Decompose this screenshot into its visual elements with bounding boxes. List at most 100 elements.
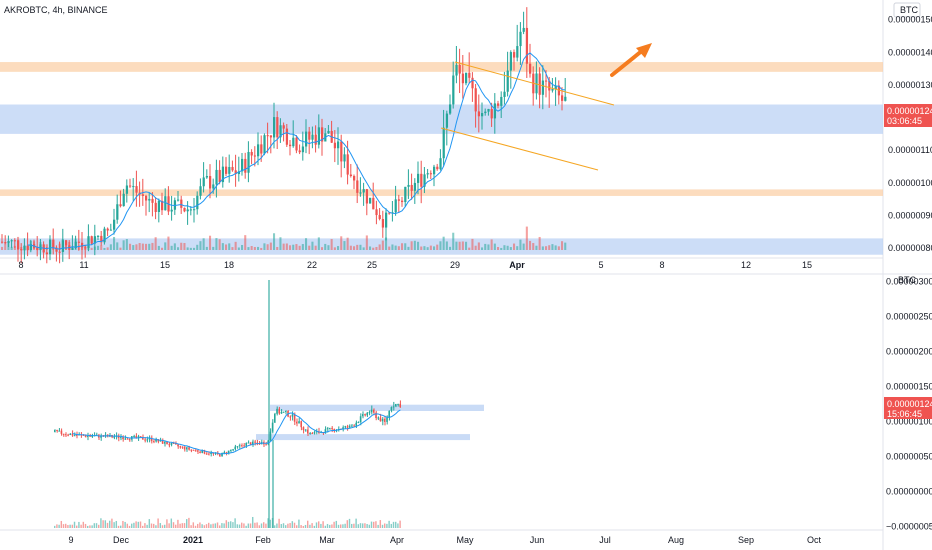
volume-bar (356, 244, 359, 250)
candle-body (291, 414, 294, 417)
volume-bar (351, 523, 353, 528)
volume-bar (516, 246, 519, 250)
candle-body (125, 185, 129, 194)
volume-bar (133, 522, 135, 528)
candle-body (212, 452, 214, 454)
volume-bar (256, 522, 258, 528)
candle-body (359, 416, 362, 423)
candle-body (295, 137, 298, 151)
volume-bar (375, 246, 378, 250)
volume-bar (148, 243, 151, 250)
volume-spike-bar (268, 280, 270, 528)
top-currency-badge[interactable]: BTC (893, 2, 921, 18)
candle-body (282, 411, 285, 413)
channel-upper-line[interactable] (454, 61, 615, 106)
candle-body (331, 427, 333, 429)
chart-title: AKROBTC, 4h, BINANCE (4, 5, 108, 15)
candle-body (353, 176, 356, 181)
volume-bar (302, 525, 305, 528)
volume-bar (333, 521, 335, 528)
candle-body (106, 228, 109, 231)
volume-bar (359, 523, 362, 528)
candle-body (202, 177, 205, 187)
candle-body (468, 72, 471, 78)
volume-bar (490, 239, 493, 250)
candle-body (465, 72, 468, 84)
candle-body (161, 200, 164, 211)
top-time-tick: 11 (79, 260, 88, 270)
support-zone (0, 104, 883, 134)
volume-bar (230, 521, 232, 528)
candle-body (522, 27, 525, 32)
volume-bar (321, 247, 324, 250)
volume-bar (503, 245, 506, 250)
candle-body (150, 437, 153, 442)
candle-body (292, 137, 295, 147)
bottom-currency-badge[interactable]: BTC (898, 275, 917, 285)
candle-body (302, 427, 305, 431)
volume-bar (192, 522, 195, 528)
candle-body (337, 141, 340, 149)
candle-body (228, 167, 231, 174)
candle-body (362, 189, 365, 193)
candle-body (381, 218, 385, 228)
candle-body (135, 435, 137, 438)
volume-bar (58, 524, 60, 528)
candle-body (265, 444, 267, 446)
volume-bar (150, 523, 153, 528)
candle-body (90, 236, 93, 244)
candle-body (399, 403, 401, 408)
candle-body (91, 436, 93, 438)
volume-bar (172, 522, 175, 528)
candle-body (353, 425, 355, 427)
volume-bar (381, 240, 384, 250)
volume-bar (368, 524, 371, 528)
bottom-last-price-tag: 0.00000124 15:06:45 (884, 397, 932, 419)
volume-bar (366, 523, 368, 528)
volume-bar (395, 521, 397, 528)
candle-body (221, 452, 223, 457)
candle-body (154, 202, 157, 212)
volume-bar (159, 523, 162, 528)
channel-lower-line[interactable] (440, 127, 599, 171)
volume-bar (260, 523, 263, 528)
resistance-zone (0, 62, 883, 72)
top-price-tick: 0.00000110 (888, 145, 932, 155)
volume-bar (324, 525, 327, 528)
bottom-time-tick: Jul (599, 535, 611, 545)
volume-bar (232, 522, 234, 528)
candle-body (4, 242, 7, 244)
candle-body (296, 421, 298, 424)
candle-body (67, 434, 69, 436)
volume-bar (300, 525, 302, 528)
candle-body (144, 439, 146, 441)
volume-bar (373, 521, 375, 528)
candle-body (276, 117, 279, 138)
volume-bar (397, 523, 399, 528)
candle-body (293, 414, 296, 422)
candle-body (509, 52, 513, 71)
volume-bar (194, 525, 197, 528)
candle-body (26, 245, 29, 251)
candle-body (362, 414, 364, 417)
volume-bar (355, 518, 357, 528)
candle-body (232, 449, 234, 451)
volume-bar (103, 247, 106, 250)
volume-bar (513, 243, 516, 250)
candle-body (368, 412, 371, 414)
volume-bar (124, 521, 126, 528)
volume-bar (471, 238, 474, 250)
candle-body (58, 430, 60, 432)
candle-body (199, 451, 201, 453)
volume-bar (216, 522, 219, 528)
top-price-tick: 0.00000130 (888, 80, 932, 90)
volume-bar (379, 520, 382, 528)
bottom-time-tick: Aug (668, 535, 684, 545)
candle-body (247, 442, 250, 444)
volume-bar (298, 245, 301, 250)
volume-bar (106, 522, 109, 528)
candle-body (263, 135, 266, 154)
volume-bar (276, 523, 278, 528)
volume-bar (186, 519, 188, 528)
